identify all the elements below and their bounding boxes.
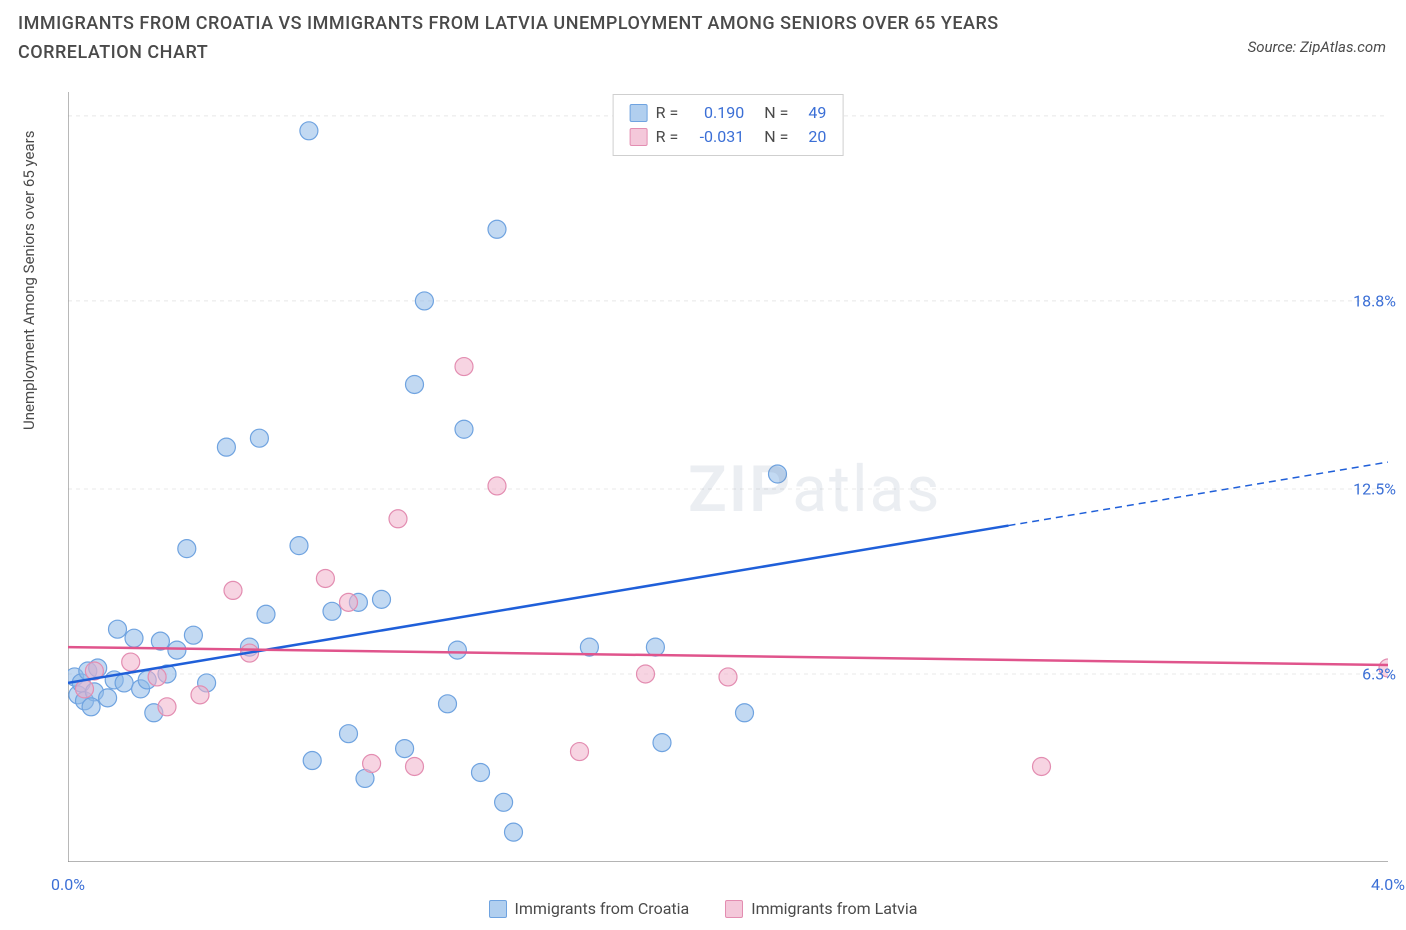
legend-label: Immigrants from Croatia bbox=[515, 899, 690, 918]
chart-title: IMMIGRANTS FROM CROATIA VS IMMIGRANTS FR… bbox=[18, 10, 1118, 68]
bottom-legend: Immigrants from Croatia Immigrants from L… bbox=[0, 899, 1406, 918]
x-tick-label: 0.0% bbox=[51, 875, 85, 894]
stats-n-value: 49 bbox=[796, 101, 826, 125]
stats-n-value: 20 bbox=[796, 125, 826, 149]
stats-r-label: R = bbox=[656, 101, 679, 125]
stats-r-value: 0.190 bbox=[686, 101, 744, 125]
stats-row: R = -0.031 N = 20 bbox=[630, 125, 827, 149]
chart-area: R = 0.190 N = 49 R = -0.031 N = 20 ZIPat… bbox=[68, 92, 1388, 862]
legend-swatch bbox=[489, 900, 507, 918]
stats-swatch bbox=[630, 104, 648, 122]
stats-row: R = 0.190 N = 49 bbox=[630, 101, 827, 125]
stats-r-value: -0.031 bbox=[686, 125, 744, 149]
stats-n-label: N = bbox=[764, 125, 788, 149]
y-axis-label: Unemployment Among Seniors over 65 years bbox=[20, 131, 38, 430]
stats-legend-box: R = 0.190 N = 49 R = -0.031 N = 20 bbox=[613, 94, 844, 156]
legend-swatch bbox=[725, 900, 743, 918]
y-tick-label: 6.3% bbox=[1362, 664, 1396, 683]
stats-n-label: N = bbox=[764, 101, 788, 125]
legend-label: Immigrants from Latvia bbox=[751, 899, 917, 918]
scatter-plot bbox=[68, 92, 1388, 862]
y-tick-label: 18.8% bbox=[1353, 291, 1396, 310]
source-label: Source: ZipAtlas.com bbox=[1248, 38, 1386, 56]
legend-item: Immigrants from Latvia bbox=[725, 899, 917, 918]
y-tick-label: 12.5% bbox=[1353, 479, 1396, 498]
x-tick-label: 4.0% bbox=[1371, 875, 1405, 894]
stats-swatch bbox=[630, 128, 648, 146]
stats-r-label: R = bbox=[656, 125, 679, 149]
legend-item: Immigrants from Croatia bbox=[489, 899, 690, 918]
